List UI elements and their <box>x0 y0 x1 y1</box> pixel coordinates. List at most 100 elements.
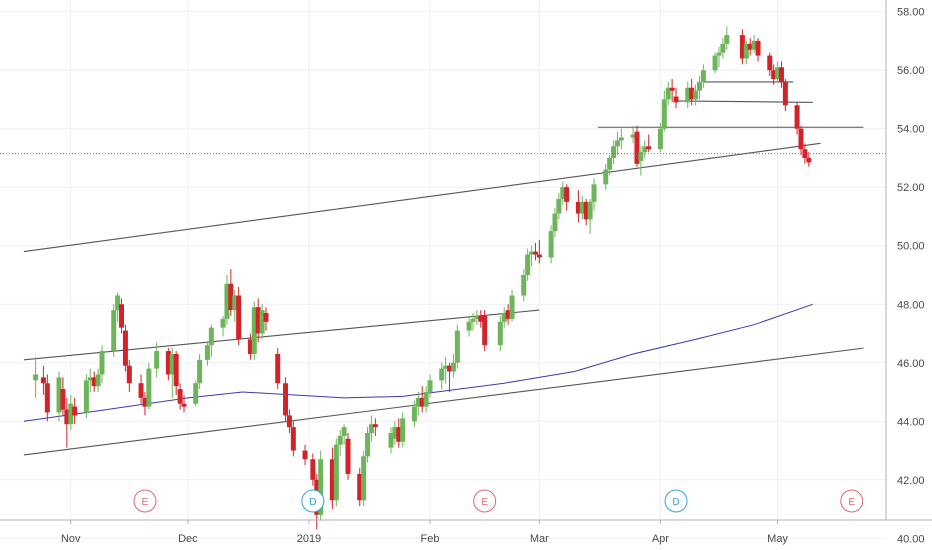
candle-body <box>634 131 640 164</box>
candle <box>646 134 652 153</box>
candle-body <box>482 315 488 346</box>
candle <box>224 275 230 325</box>
candle-body <box>318 459 324 515</box>
candle-body <box>177 389 183 404</box>
trendline[interactable] <box>23 142 821 253</box>
candle-body <box>302 450 308 460</box>
candle <box>400 412 406 448</box>
candle <box>275 348 281 390</box>
candle <box>630 125 636 144</box>
candle-body <box>247 339 253 354</box>
candle <box>478 310 484 328</box>
candle-body <box>115 295 121 311</box>
event-marker-earnings[interactable]: E <box>473 489 497 513</box>
candle-body <box>419 397 425 407</box>
candle-body <box>579 201 585 214</box>
candle-body <box>310 459 316 480</box>
candle-body <box>232 295 238 311</box>
candle <box>497 315 503 352</box>
candle <box>56 371 62 422</box>
candle <box>357 468 363 507</box>
candle-body <box>556 198 562 214</box>
event-marker-dividend[interactable]: D <box>301 489 325 513</box>
candle-body <box>630 134 636 138</box>
candle-body <box>146 368 152 407</box>
candle <box>614 131 620 156</box>
candle-body <box>361 456 367 501</box>
candle-body <box>450 362 456 372</box>
candle-body <box>700 70 706 82</box>
candle <box>115 292 121 322</box>
event-marker-dividend[interactable]: D <box>664 489 688 513</box>
candle <box>700 64 706 88</box>
x-axis[interactable]: Nov Dec 2019 Feb Mar Apr May <box>61 520 788 545</box>
candle <box>427 374 433 398</box>
candle <box>259 304 265 340</box>
candle-body <box>771 70 777 79</box>
candle-body <box>68 403 74 425</box>
y-axis[interactable]: 40.00 42.00 44.00 46.00 48.00 50.00 52.00 54.00… <box>897 7 925 546</box>
candle-body <box>618 137 624 141</box>
candle-body <box>396 427 402 442</box>
candle <box>119 298 125 334</box>
candle <box>142 392 148 416</box>
trendline[interactable] <box>676 100 813 103</box>
candle <box>450 353 456 378</box>
candle <box>560 181 566 205</box>
trendline[interactable] <box>23 347 864 456</box>
event-marker-earnings[interactable]: E <box>840 489 864 513</box>
candle-body <box>552 213 558 232</box>
candle-body <box>83 380 89 413</box>
candle <box>583 198 589 226</box>
candle <box>611 140 617 164</box>
candle-body <box>220 318 226 328</box>
candle-body <box>165 351 171 375</box>
candle-body <box>607 157 613 170</box>
candle-body <box>119 304 125 328</box>
event-marker-label: E <box>142 497 149 508</box>
candle-body <box>33 374 39 381</box>
candle <box>111 304 117 357</box>
candle <box>99 345 105 384</box>
candle-body <box>204 345 210 360</box>
candle-body <box>747 43 753 50</box>
candle <box>575 190 581 223</box>
candle <box>712 52 718 74</box>
candle <box>669 78 675 103</box>
candle-body <box>224 283 230 319</box>
candle-body <box>806 157 812 163</box>
candle-body <box>392 427 398 439</box>
candle-body <box>111 310 117 352</box>
candle-body <box>255 307 261 334</box>
event-marker-circle <box>473 489 497 513</box>
candle <box>720 38 726 59</box>
candle <box>521 269 527 302</box>
candle-body <box>696 81 702 91</box>
candle-body <box>575 201 581 214</box>
candle-body <box>91 377 97 387</box>
candle-body <box>755 40 761 56</box>
candle-body <box>743 43 749 59</box>
candle-body <box>443 365 449 369</box>
candle-body <box>427 380 433 393</box>
event-marker-label: E <box>481 497 488 508</box>
candle-body <box>411 406 417 422</box>
candle <box>220 315 226 337</box>
candle <box>91 371 97 393</box>
trendline[interactable] <box>23 309 540 361</box>
event-marker-label: D <box>309 497 316 508</box>
candle <box>661 90 667 132</box>
event-marker-earnings[interactable]: E <box>133 489 157 513</box>
candle-body <box>642 146 648 153</box>
candle-body <box>259 310 265 334</box>
candle-body <box>638 152 644 161</box>
candle <box>532 242 538 261</box>
candle <box>255 298 261 343</box>
candle-body <box>208 327 214 346</box>
candle-body <box>716 52 722 56</box>
candle <box>673 87 679 109</box>
candle <box>482 310 488 352</box>
candle-body <box>466 321 472 331</box>
candle-body <box>275 353 281 384</box>
candle-body <box>341 427 347 436</box>
